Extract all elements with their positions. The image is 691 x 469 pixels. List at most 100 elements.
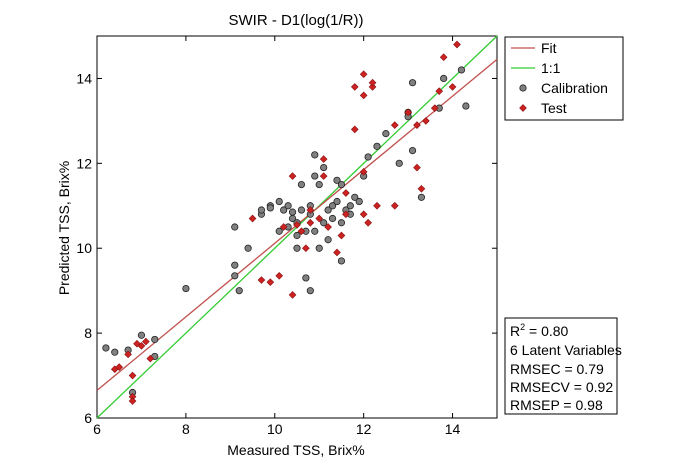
test-point-13 xyxy=(275,271,284,280)
calibration-point-42 xyxy=(328,202,337,210)
stats-rmsep: RMSEP = 0.98 xyxy=(510,397,603,413)
y-tick-label-12: 12 xyxy=(76,155,92,171)
stats-rmsecv: RMSECV = 0.92 xyxy=(510,379,613,395)
test-point-8 xyxy=(142,337,150,346)
test-point-51 xyxy=(333,248,341,257)
calibration-point-68 xyxy=(306,287,314,295)
test-point-25 xyxy=(324,223,332,231)
calibration-point-36 xyxy=(315,180,323,189)
stats-box-frame xyxy=(504,317,618,415)
x-tick-label-6: 6 xyxy=(93,421,101,437)
y-tick-label-8: 8 xyxy=(84,325,92,341)
test-point-16 xyxy=(288,291,297,299)
calibration-point-65 xyxy=(440,74,448,83)
legend-item-fit: Fit xyxy=(511,40,557,56)
x-tick-label-14: 14 xyxy=(445,421,461,437)
test-point-9 xyxy=(146,354,155,363)
test-point-49 xyxy=(413,163,421,172)
test-point-11 xyxy=(257,276,266,284)
stats-r2-value: = 0.80 xyxy=(525,323,568,339)
calibration-point-41 xyxy=(324,236,332,244)
calibration-point-34 xyxy=(311,151,319,159)
calibration-point-45 xyxy=(333,176,341,184)
test-point-10 xyxy=(248,214,257,223)
x-tick-label-12: 12 xyxy=(356,421,372,437)
calibration-point-46 xyxy=(337,180,346,189)
test-point-28 xyxy=(342,189,350,197)
chart-title: SWIR - D1(log(1/R)) xyxy=(228,12,363,29)
x-tick-label-8: 8 xyxy=(182,421,190,437)
calibration-point-61 xyxy=(408,79,417,87)
calibration-point-28 xyxy=(297,206,306,214)
calibration-point-48 xyxy=(337,257,346,265)
test-point-36 xyxy=(368,78,377,87)
test-point-24 xyxy=(319,172,328,180)
test-point-27 xyxy=(342,210,350,219)
test-point-21 xyxy=(306,218,315,227)
calibration-point-33 xyxy=(311,172,319,180)
test-point-29 xyxy=(350,125,359,134)
test-point-48 xyxy=(453,40,461,49)
legend-label: Calibration xyxy=(541,80,608,96)
calibration-point-8 xyxy=(231,261,239,269)
test-point-46 xyxy=(439,53,448,62)
calibration-point-35 xyxy=(311,227,319,235)
calibration-point-66 xyxy=(457,66,466,74)
x-tick-label-10: 10 xyxy=(267,421,283,437)
calibration-point-7 xyxy=(182,284,190,293)
calibration-point-47 xyxy=(337,219,346,227)
calibration-point-5 xyxy=(151,335,159,344)
test-point-35 xyxy=(368,83,377,91)
stats-r2-exponent: 2 xyxy=(520,322,525,332)
test-point-20 xyxy=(306,206,315,214)
calibration-point-30 xyxy=(302,274,310,282)
calibration-point-44 xyxy=(333,197,341,206)
y-tick-label-14: 14 xyxy=(76,70,92,86)
x-axis-label: Measured TSS, Brix% xyxy=(227,442,364,458)
calibration-point-27 xyxy=(297,180,306,189)
legend-label: Fit xyxy=(541,40,557,56)
calibration-point-50 xyxy=(346,202,354,210)
test-point-32 xyxy=(359,91,368,100)
calibration-point-16 xyxy=(266,204,274,212)
calibration-point-43 xyxy=(328,214,337,223)
calibration-point-0 xyxy=(102,344,110,352)
calibration-point-9 xyxy=(231,272,239,280)
test-point-43 xyxy=(422,117,430,125)
legend-label: 1:1 xyxy=(541,60,561,76)
stats-latent-variables: 6 Latent Variables xyxy=(510,342,622,358)
calibration-point-25 xyxy=(293,231,301,240)
test-point-26 xyxy=(337,231,346,240)
test-point-6 xyxy=(133,339,141,348)
y-axis-label: Predicted TSS, Brix% xyxy=(56,161,72,295)
test-point-37 xyxy=(373,201,381,210)
stats-rmsec: RMSEC = 0.79 xyxy=(510,361,604,377)
calibration-point-52 xyxy=(351,193,359,201)
x-axis: 6 8 10 12 14 xyxy=(93,36,461,437)
calibration-point-53 xyxy=(355,197,363,206)
y-tick-label-10: 10 xyxy=(76,240,92,256)
test-point-23 xyxy=(319,155,328,163)
calibration-point-17 xyxy=(275,197,283,206)
test-point-47 xyxy=(448,83,457,91)
test-point-22 xyxy=(315,214,324,223)
calibration-point-26 xyxy=(293,244,301,252)
test-point-2 xyxy=(124,350,132,359)
test-point-39 xyxy=(390,121,399,129)
legend-label: Test xyxy=(541,100,567,116)
calibration-point-40 xyxy=(324,206,332,214)
legend-item-1-1: 1:1 xyxy=(511,60,561,76)
test-point-1 xyxy=(115,363,124,371)
calibration-point-67 xyxy=(462,102,470,110)
legend: Fit 1:1 Calibration Test xyxy=(504,36,624,121)
calibration-point-12 xyxy=(244,244,252,252)
test-point-30 xyxy=(350,83,359,91)
calibration-point-22 xyxy=(284,202,292,210)
stats-r2: R2 = 0.80 xyxy=(510,322,569,339)
calibration-point-63 xyxy=(417,193,426,201)
y-axis: 6 8 10 12 14 xyxy=(76,70,497,426)
calibration-point-1 xyxy=(111,348,119,356)
calibration-point-39 xyxy=(320,163,328,172)
test-point-15 xyxy=(288,172,297,180)
